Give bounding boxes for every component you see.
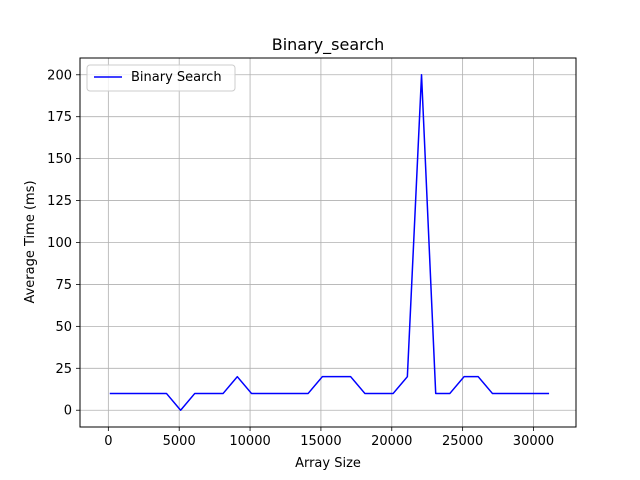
y-tick-label: 75 bbox=[55, 278, 72, 293]
chart-title: Binary_search bbox=[272, 35, 385, 55]
x-tick-label: 20000 bbox=[371, 434, 412, 449]
legend: Binary Search bbox=[86, 64, 236, 92]
y-axis-label: Average Time (ms) bbox=[23, 180, 38, 303]
y-tick-label: 25 bbox=[55, 362, 72, 377]
x-axis-label: Array Size bbox=[295, 456, 361, 471]
series-line-binary-search bbox=[109, 74, 550, 411]
y-tick-label: 200 bbox=[47, 68, 72, 83]
x-tick-label: 5000 bbox=[163, 434, 196, 449]
y-tick-label: 0 bbox=[64, 404, 72, 419]
y-tick-label: 175 bbox=[47, 110, 72, 125]
legend-label: Binary Search bbox=[131, 70, 222, 85]
y-tick-label: 125 bbox=[47, 194, 72, 209]
x-tick-label: 30000 bbox=[513, 434, 554, 449]
plot-series bbox=[109, 74, 550, 411]
x-tick-label: 25000 bbox=[442, 434, 483, 449]
y-tick-label: 100 bbox=[47, 236, 72, 251]
y-tick-label: 150 bbox=[47, 152, 72, 167]
y-tick-label: 50 bbox=[55, 320, 72, 335]
legend-box bbox=[86, 64, 236, 92]
x-tick-label: 15000 bbox=[300, 434, 341, 449]
x-tick-label: 10000 bbox=[229, 434, 270, 449]
grid-lines bbox=[80, 58, 576, 427]
x-tick-label: 0 bbox=[104, 434, 112, 449]
axis-ticks: 0 5000 10000 15000 20000 25000 30000 0 25 50 75 100… bbox=[47, 68, 554, 449]
